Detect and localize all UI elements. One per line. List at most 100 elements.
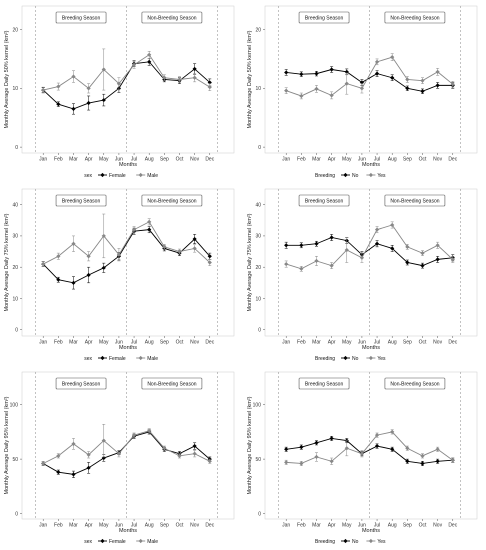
legend-label: Male bbox=[147, 539, 158, 545]
data-point-no bbox=[390, 75, 395, 80]
data-point-male bbox=[86, 452, 91, 457]
data-point-yes bbox=[420, 78, 425, 83]
x-tick-label: Oct bbox=[176, 157, 184, 163]
data-point-yes bbox=[314, 86, 319, 92]
y-tick-label: 100 bbox=[253, 402, 262, 408]
legend-title: sex bbox=[84, 539, 92, 545]
data-point-male bbox=[147, 219, 152, 224]
x-tick-label: Jun bbox=[358, 157, 366, 163]
x-tick-label: Oct bbox=[419, 523, 427, 529]
data-point-female bbox=[101, 265, 106, 270]
data-point-female bbox=[86, 100, 91, 106]
x-tick-label: Dec bbox=[448, 340, 457, 346]
data-point-no bbox=[314, 440, 319, 445]
x-tick-label: Aug bbox=[388, 157, 397, 163]
season-label-box bbox=[55, 194, 107, 207]
data-point-yes bbox=[344, 446, 349, 451]
legend-label: No bbox=[352, 173, 359, 179]
data-point-no bbox=[329, 67, 334, 72]
y-tick-label: 20 bbox=[255, 265, 261, 271]
legend-marker bbox=[138, 538, 143, 544]
legend-marker bbox=[100, 172, 105, 178]
y-tick-label: 10 bbox=[12, 296, 18, 302]
x-tick-label: Apr bbox=[328, 157, 336, 163]
y-tick-label: 0 bbox=[258, 511, 261, 517]
data-point-yes bbox=[344, 247, 349, 253]
x-tick-label: Sep bbox=[160, 157, 169, 163]
x-tick-label: Dec bbox=[205, 340, 214, 346]
season-label-box bbox=[298, 377, 350, 390]
y-tick-label: 10 bbox=[255, 86, 261, 92]
data-point-male bbox=[56, 254, 61, 259]
data-point-no bbox=[390, 246, 395, 251]
y-axis-title: Monthly Average Daily 50% kernel (km²) bbox=[4, 30, 10, 128]
x-tick-label: Dec bbox=[448, 157, 457, 163]
x-tick-label: Jun bbox=[358, 340, 366, 346]
y-tick-label: 50 bbox=[255, 457, 261, 463]
legend-label: No bbox=[352, 356, 359, 362]
data-point-female bbox=[71, 106, 76, 111]
x-tick-label: Oct bbox=[176, 523, 184, 529]
legend-marker bbox=[343, 538, 348, 544]
y-tick-label: 30 bbox=[12, 234, 18, 240]
legend-label: Yes bbox=[377, 356, 386, 362]
x-tick-label: Apr bbox=[328, 523, 336, 529]
legend-marker bbox=[138, 355, 143, 361]
y-tick-label: 0 bbox=[258, 145, 261, 151]
series-line-no bbox=[286, 437, 453, 464]
x-tick-label: Nov bbox=[190, 523, 199, 529]
legend-marker bbox=[368, 355, 373, 361]
x-tick-label: Jan bbox=[282, 523, 290, 529]
data-point-male bbox=[86, 86, 91, 91]
y-tick-label: 50 bbox=[12, 457, 18, 463]
chart-panel-5: Breeding Season Non-Breeding Season 0 50 100… bbox=[4, 371, 235, 545]
data-point-yes bbox=[314, 258, 319, 264]
data-point-male bbox=[131, 62, 137, 67]
data-point-no bbox=[374, 71, 380, 76]
chart-panel-6: Breeding Season Non-Breeding Season 0 50 100… bbox=[247, 371, 478, 545]
x-tick-label: Mar bbox=[312, 157, 321, 163]
x-tick-label: Jun bbox=[115, 340, 123, 346]
x-tick-label: Jul bbox=[131, 523, 137, 529]
data-point-male bbox=[116, 252, 122, 257]
x-tick-label: Mar bbox=[69, 340, 78, 346]
data-point-no bbox=[314, 241, 319, 246]
season-label-box bbox=[141, 11, 203, 24]
x-axis-title: Months bbox=[119, 528, 137, 534]
y-tick-label: 40 bbox=[255, 202, 261, 208]
data-point-yes bbox=[390, 222, 395, 228]
season-label-box bbox=[298, 194, 350, 207]
x-tick-label: Jan bbox=[39, 340, 47, 346]
x-tick-label: Aug bbox=[388, 523, 397, 529]
y-tick-label: 0 bbox=[15, 511, 18, 517]
season-label-box bbox=[384, 11, 446, 24]
data-point-female bbox=[192, 236, 197, 242]
x-tick-label: Dec bbox=[448, 523, 457, 529]
season-label: Non-Breeding Season bbox=[390, 199, 439, 205]
series-line-no bbox=[286, 237, 453, 267]
x-tick-label: Feb bbox=[54, 523, 63, 529]
data-point-no bbox=[329, 235, 334, 240]
plot-frame bbox=[21, 371, 235, 520]
season-label-box bbox=[384, 377, 446, 390]
season-label: Non-Breeding Season bbox=[390, 16, 439, 22]
series-line-male bbox=[42, 430, 210, 464]
legend-title: Breeding bbox=[315, 539, 335, 545]
x-tick-label: Feb bbox=[54, 157, 63, 163]
x-tick-label: Sep bbox=[160, 523, 169, 529]
x-tick-label: May bbox=[99, 523, 109, 529]
series-line-male bbox=[43, 54, 211, 91]
x-axis-title: Months bbox=[362, 162, 380, 168]
x-tick-label: Nov bbox=[433, 523, 442, 529]
x-tick-label: Oct bbox=[419, 157, 427, 163]
x-tick-label: May bbox=[99, 340, 109, 346]
y-tick-label: 20 bbox=[12, 265, 18, 271]
season-label: Non-Breeding Season bbox=[390, 382, 439, 388]
season-label-box bbox=[384, 194, 446, 207]
legend-marker bbox=[138, 172, 143, 178]
data-point-male bbox=[162, 244, 167, 249]
x-tick-label: Oct bbox=[176, 340, 184, 346]
x-tick-label: May bbox=[342, 340, 352, 346]
plot-frame bbox=[264, 188, 478, 337]
data-point-female bbox=[147, 227, 152, 232]
